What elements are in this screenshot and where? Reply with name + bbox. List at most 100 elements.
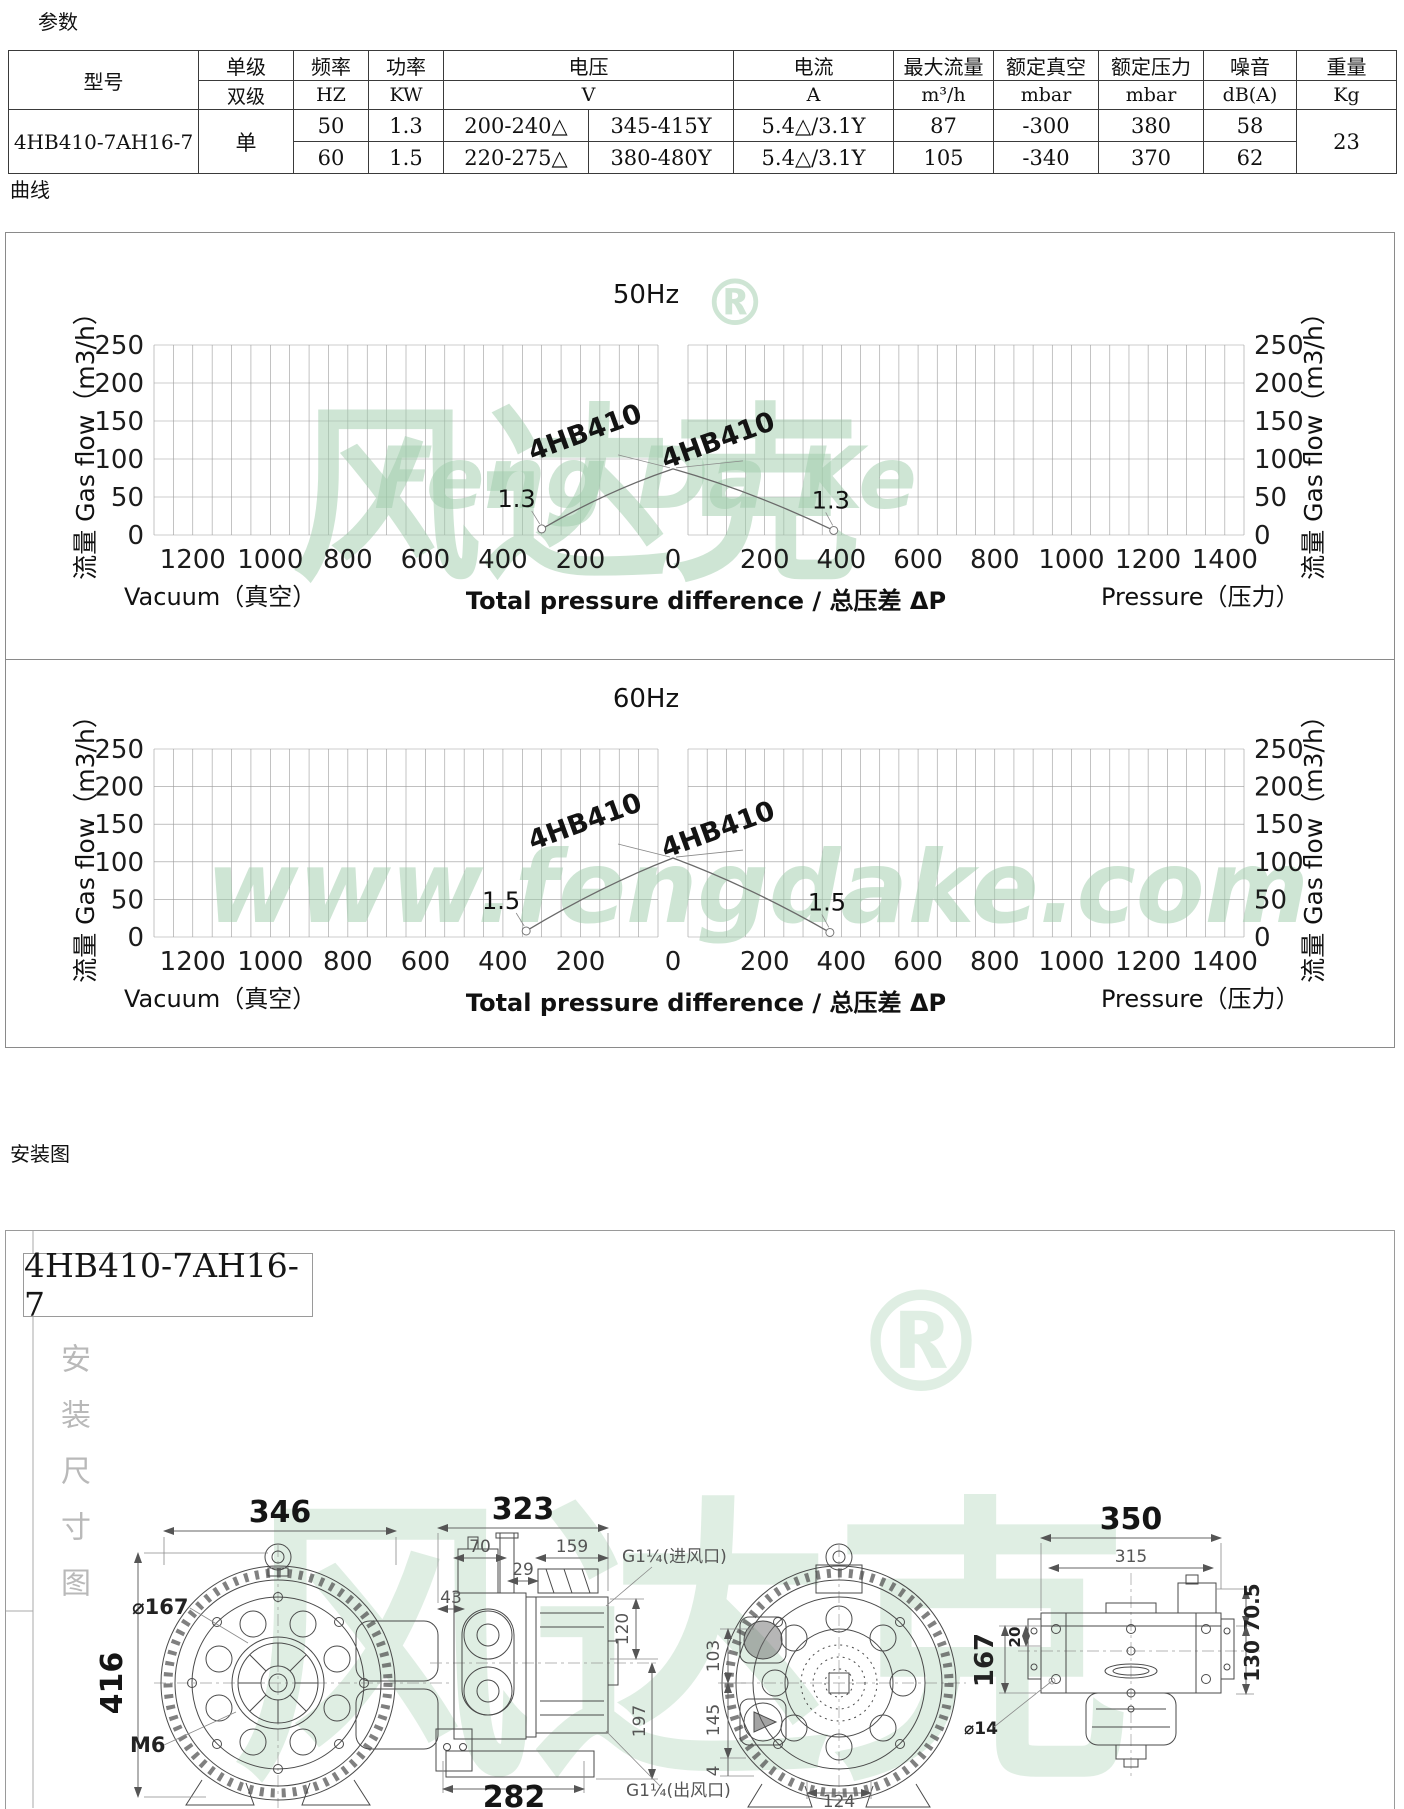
svg-text:150: 150 xyxy=(1254,810,1304,840)
svg-text:150: 150 xyxy=(1254,407,1304,437)
cell-v2-60: 380-480Y xyxy=(588,141,734,174)
svg-text:150: 150 xyxy=(94,810,144,840)
cell-v1-50: 200-240△ xyxy=(443,109,589,142)
dim-top-inner: 315 xyxy=(1115,1547,1147,1567)
svg-text:200: 200 xyxy=(1254,369,1304,399)
svg-text:200: 200 xyxy=(556,545,606,575)
chart-title: 50Hz xyxy=(613,280,679,310)
svg-text:600: 600 xyxy=(893,947,943,977)
col-stage-single: 单级 xyxy=(198,50,294,81)
svg-text:200: 200 xyxy=(740,947,790,977)
svg-text:800: 800 xyxy=(970,545,1020,575)
chart-svg: www.fengdake.com 250 250 200 200 150 150 100 100… xyxy=(71,684,1328,1017)
section-label-curves: 曲线 xyxy=(10,178,50,202)
install-side-label: 安装尺寸图 xyxy=(55,1343,90,1623)
top-view xyxy=(1018,1573,1264,1779)
rear-view-dims: 103 145 4 124 xyxy=(704,1628,872,1808)
col-freq: 频率 xyxy=(293,50,369,81)
y-axis-label-left: 流量 Gas flow（m3/h） xyxy=(71,703,100,983)
side-view-dims: 323 70 159 29 43 120 197 G1¼(进风口) G1¼(出风… xyxy=(437,1492,731,1808)
svg-text:50: 50 xyxy=(111,885,144,915)
side-view xyxy=(430,1532,656,1778)
svg-text:250: 250 xyxy=(1254,735,1304,765)
power-label-pressure: 1.3 xyxy=(812,486,850,514)
dim-side-120: 120 xyxy=(613,1613,633,1645)
x-axis-label-pressure: Pressure（压力） xyxy=(1101,985,1299,1013)
svg-text:1200: 1200 xyxy=(1115,947,1181,977)
svg-text:50: 50 xyxy=(111,483,144,513)
dim-top-167: 167 xyxy=(970,1633,1000,1687)
col-power: 功率 xyxy=(368,50,444,81)
power-label-vacuum: 1.5 xyxy=(482,887,520,915)
cell-pres-50: 380 xyxy=(1098,109,1204,142)
cell-model: 4HB410-7AH16-7 xyxy=(8,109,199,174)
cell-hz-60: 60 xyxy=(293,141,369,174)
dim-side-base: 282 xyxy=(483,1780,546,1808)
unit-hz: HZ xyxy=(293,80,369,110)
col-stage-double: 双级 xyxy=(198,80,294,110)
cell-v2-50: 345-415Y xyxy=(588,109,734,142)
cell-v1-60: 220-275△ xyxy=(443,141,589,174)
y-axis-label-right: 流量 Gas flow（m3/h） xyxy=(1299,703,1328,983)
dim-rear-103: 103 xyxy=(704,1640,724,1672)
svg-text:600: 600 xyxy=(401,947,451,977)
dim-front-thread: M6 xyxy=(130,1733,166,1757)
dim-top-130: 130 xyxy=(1240,1640,1264,1682)
dim-side-159: 159 xyxy=(556,1537,588,1557)
y-axis-label-left: 流量 Gas flow（m3/h） xyxy=(71,300,100,580)
svg-text:0: 0 xyxy=(1254,923,1271,953)
dim-top-20: 20 xyxy=(1006,1627,1024,1648)
rear-view xyxy=(718,1543,966,1808)
cell-pres-60: 370 xyxy=(1098,141,1204,174)
cell-a-50: 5.4△/3.1Y xyxy=(733,109,894,142)
svg-text:0: 0 xyxy=(665,545,682,575)
svg-text:1200: 1200 xyxy=(160,947,226,977)
svg-text:400: 400 xyxy=(817,545,867,575)
unit-kw: KW xyxy=(368,80,444,110)
svg-text:1200: 1200 xyxy=(160,545,226,575)
dim-side-197: 197 xyxy=(630,1705,650,1737)
svg-text:600: 600 xyxy=(893,545,943,575)
chart-title: 60Hz xyxy=(613,684,679,714)
top-view-dims: 350 315 70.5 130 167 20 ⌀14 xyxy=(964,1502,1264,1739)
watermark-brand: 风达克 xyxy=(291,387,861,608)
model-title-box: 4HB410-7AH16-7 xyxy=(23,1246,313,1324)
dim-front-height: 416 xyxy=(95,1652,130,1715)
svg-text:1000: 1000 xyxy=(237,545,303,575)
cell-kw-60: 1.5 xyxy=(368,141,444,174)
unit-m3h: m³/h xyxy=(893,80,994,110)
svg-text:800: 800 xyxy=(323,947,373,977)
flow-curve xyxy=(541,468,834,532)
col-maxflow: 最大流量 xyxy=(893,50,994,81)
front-view xyxy=(154,1543,450,1808)
dim-front-flange: ⌀167 xyxy=(132,1595,188,1619)
dim-side-43: 43 xyxy=(440,1588,462,1608)
svg-text:600: 600 xyxy=(401,545,451,575)
x-axis-label-pressure: Pressure（压力） xyxy=(1101,583,1299,611)
svg-text:0: 0 xyxy=(127,521,144,551)
svg-text:100: 100 xyxy=(1254,445,1304,475)
svg-text:400: 400 xyxy=(817,947,867,977)
svg-text:250: 250 xyxy=(94,735,144,765)
power-label-pressure: 1.5 xyxy=(808,888,846,916)
unit-mbar-vac: mbar xyxy=(993,80,1099,110)
svg-text:400: 400 xyxy=(478,947,528,977)
col-voltage: 电压 xyxy=(443,50,734,81)
svg-text:150: 150 xyxy=(94,407,144,437)
registered-icon: ® xyxy=(851,1262,991,1425)
dim-rear-145: 145 xyxy=(704,1704,724,1736)
col-vacuum: 额定真空 xyxy=(993,50,1099,81)
installation-drawing: 风达克 ® xyxy=(6,1231,1264,1808)
svg-text:100: 100 xyxy=(94,445,144,475)
chart-50hz: 风达克 ® Feng Da Ke 250 250 200 200 150 150 100 100… xyxy=(6,233,1394,660)
section-label-install: 安装图 xyxy=(10,1142,70,1166)
x-axis-label-vacuum: Vacuum（真空） xyxy=(124,985,316,1013)
svg-text:200: 200 xyxy=(740,545,790,575)
svg-text:800: 800 xyxy=(323,545,373,575)
svg-text:1400: 1400 xyxy=(1192,947,1258,977)
svg-text:0: 0 xyxy=(127,923,144,953)
col-current: 电流 xyxy=(733,50,894,81)
svg-text:250: 250 xyxy=(94,331,144,361)
label-inlet-port: G1¼(进风口) xyxy=(622,1547,727,1567)
